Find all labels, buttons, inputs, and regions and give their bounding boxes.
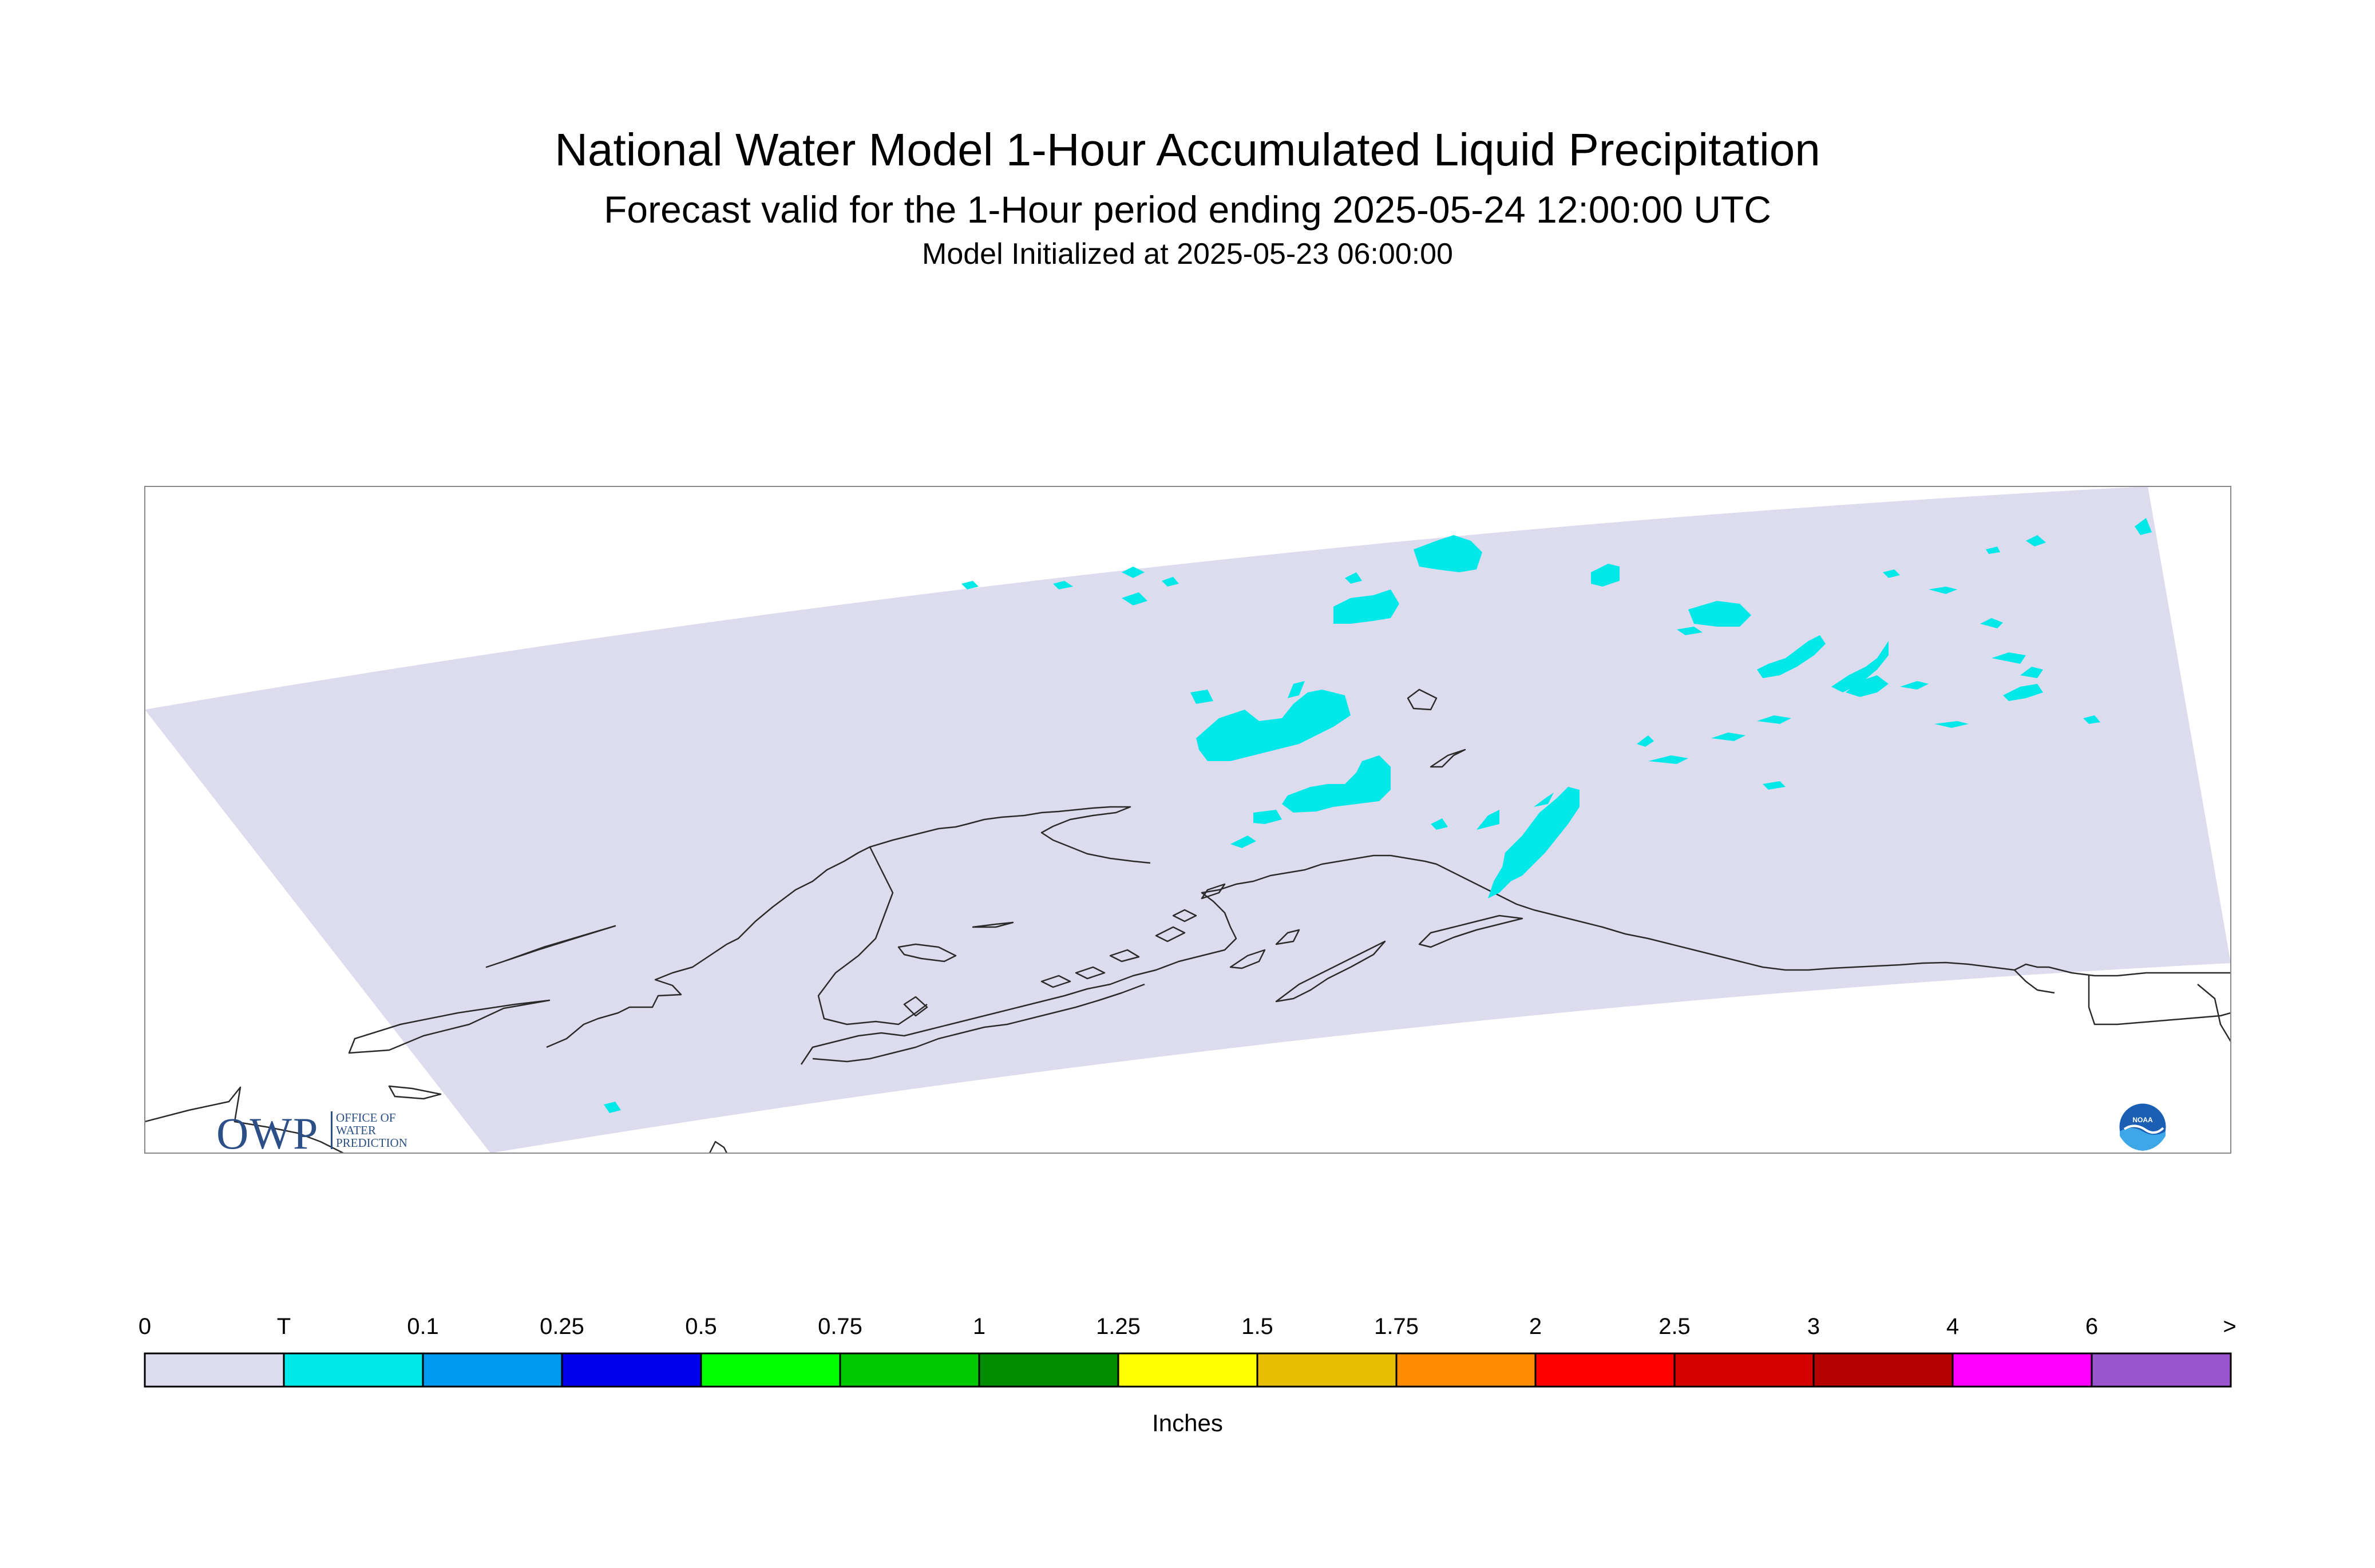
colorbar-swatch <box>1117 1352 1258 1388</box>
coastline-stlawrence <box>485 925 616 968</box>
model-domain <box>145 486 2231 1153</box>
coastline-chain-b <box>1275 929 1300 945</box>
colorbar-tick-label: 1.5 <box>1241 1314 1273 1339</box>
colorbar-tick-label: T <box>276 1314 291 1339</box>
coastline-bering-fragments <box>1040 883 1226 988</box>
coastline-siberia <box>145 1086 344 1153</box>
colorbar-tick-label: > <box>2223 1314 2237 1339</box>
coastline-se-a <box>2014 969 2055 994</box>
coastline-lake-a <box>1430 749 1466 768</box>
colorbar-tick-label: 1.25 <box>1096 1314 1141 1339</box>
map-frame <box>144 486 2231 1154</box>
colorbar-swatch <box>1812 1352 1954 1388</box>
coastline-bottom-fragments <box>708 1141 728 1153</box>
colorbar-tick-label: 4 <box>1946 1314 1960 1339</box>
coastline-alaska-range <box>1407 688 1438 711</box>
coastline-kodiak <box>1275 940 1386 1003</box>
coastline-yukon-border <box>2088 976 2231 1025</box>
colorbar <box>144 1352 2232 1388</box>
colorbar-tick-label: 0.75 <box>818 1314 862 1339</box>
colorbar-tick-label: 1 <box>972 1314 986 1339</box>
colorbar-swatch <box>839 1352 980 1388</box>
colorbar-tick-label: 3 <box>1807 1314 1820 1339</box>
coastline-kuskokwim <box>800 854 2231 1065</box>
coastline-arctic-e <box>2197 984 2231 1042</box>
coastline-bristol <box>903 996 928 1017</box>
colorbar-swatch <box>978 1352 1119 1388</box>
precip-trace-cells <box>604 518 2152 1113</box>
owp-subtext-line: WATER <box>336 1123 376 1137</box>
coastline-kenai-a <box>1418 914 1523 948</box>
coastline-peninsula-a <box>812 983 1145 1063</box>
colorbar-swatch <box>1256 1352 1398 1388</box>
colorbar-swatch <box>1673 1352 1815 1388</box>
owp-logo: OWP OFFICE OF WATER PREDICTION <box>216 1104 434 1167</box>
colorbar-tick-label: 0.5 <box>685 1314 717 1339</box>
colorbar-swatch <box>422 1352 563 1388</box>
colorbar-swatch <box>2091 1352 2232 1388</box>
coastline-stmatthew <box>972 921 1014 928</box>
colorbar-tick-label: 2 <box>1529 1314 1542 1339</box>
owp-subtext-line: PREDICTION <box>336 1136 407 1150</box>
colorbar-tick-label: 1.75 <box>1374 1314 1419 1339</box>
colorbar-tick-label: 0 <box>138 1314 152 1339</box>
colorbar-swatch <box>283 1352 424 1388</box>
owp-letters: OWP <box>216 1108 319 1158</box>
coastline-nunivak <box>897 943 957 963</box>
colorbar-units: Inches <box>1152 1409 1223 1436</box>
coastline-siberia-b <box>388 1085 442 1100</box>
colorbar-swatch <box>1534 1352 1676 1388</box>
colorbar-swatch <box>1952 1352 2093 1388</box>
colorbar-swatch <box>700 1352 841 1388</box>
model-init-time: Model Initialized at 2025-05-23 06:00:00 <box>922 237 1453 271</box>
colorbar-tick-label: 0.25 <box>540 1314 584 1339</box>
map-title: National Water Model 1-Hour Accumulated … <box>555 124 1820 175</box>
coastline-seward <box>546 806 1151 1048</box>
noaa-logo: NOAA <box>2117 1102 2168 1152</box>
noaa-logo-text: NOAA <box>2132 1116 2153 1124</box>
map-subtitle: Forecast valid for the 1-Hour period end… <box>604 188 1771 231</box>
colorbar-tick-label: 2.5 <box>1658 1314 1691 1339</box>
owp-subtext-line: OFFICE OF <box>336 1111 396 1124</box>
owp-subtext: OFFICE OF WATER PREDICTION <box>331 1111 439 1149</box>
colorbar-tick-label: 6 <box>2085 1314 2099 1339</box>
colorbar-swatch <box>144 1352 285 1388</box>
coastline-chukotka <box>348 999 551 1054</box>
coastline-interior <box>817 846 928 1025</box>
coastline-chain-a <box>1229 949 1266 969</box>
coastlines <box>145 688 2231 1153</box>
colorbar-tick-label: 0.1 <box>407 1314 439 1339</box>
colorbar-swatch <box>561 1352 702 1388</box>
colorbar-swatch <box>1395 1352 1537 1388</box>
